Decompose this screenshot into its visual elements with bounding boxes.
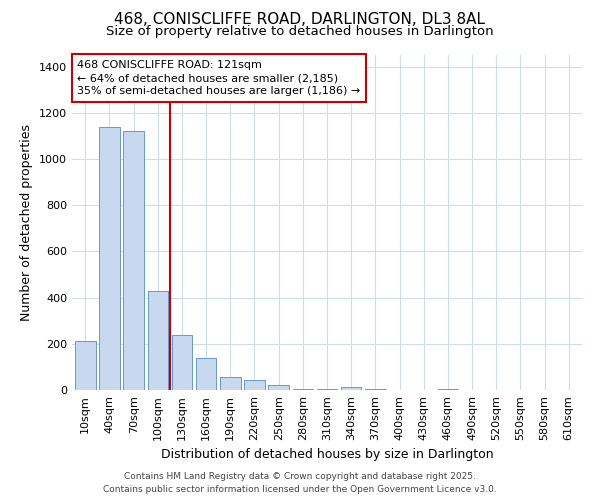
Bar	[196, 358, 217, 390]
Bar	[75, 342, 95, 390]
Bar	[317, 389, 337, 390]
Text: Size of property relative to detached houses in Darlington: Size of property relative to detached ho…	[106, 25, 494, 38]
Bar	[124, 131, 144, 390]
Text: 468 CONISCLIFFE ROAD: 121sqm
← 64% of detached houses are smaller (2,185)
35% of: 468 CONISCLIFFE ROAD: 121sqm ← 64% of de…	[77, 60, 361, 96]
Bar	[99, 126, 120, 390]
Bar	[293, 389, 313, 390]
Text: 468, CONISCLIFFE ROAD, DARLINGTON, DL3 8AL: 468, CONISCLIFFE ROAD, DARLINGTON, DL3 8…	[115, 12, 485, 28]
Bar	[220, 376, 241, 390]
Bar	[437, 389, 458, 390]
Bar	[365, 389, 386, 390]
Bar	[172, 334, 192, 390]
Bar	[341, 387, 361, 390]
Bar	[148, 290, 168, 390]
Text: Contains HM Land Registry data © Crown copyright and database right 2025.
Contai: Contains HM Land Registry data © Crown c…	[103, 472, 497, 494]
X-axis label: Distribution of detached houses by size in Darlington: Distribution of detached houses by size …	[161, 448, 493, 461]
Bar	[268, 385, 289, 390]
Y-axis label: Number of detached properties: Number of detached properties	[20, 124, 34, 321]
Bar	[244, 380, 265, 390]
